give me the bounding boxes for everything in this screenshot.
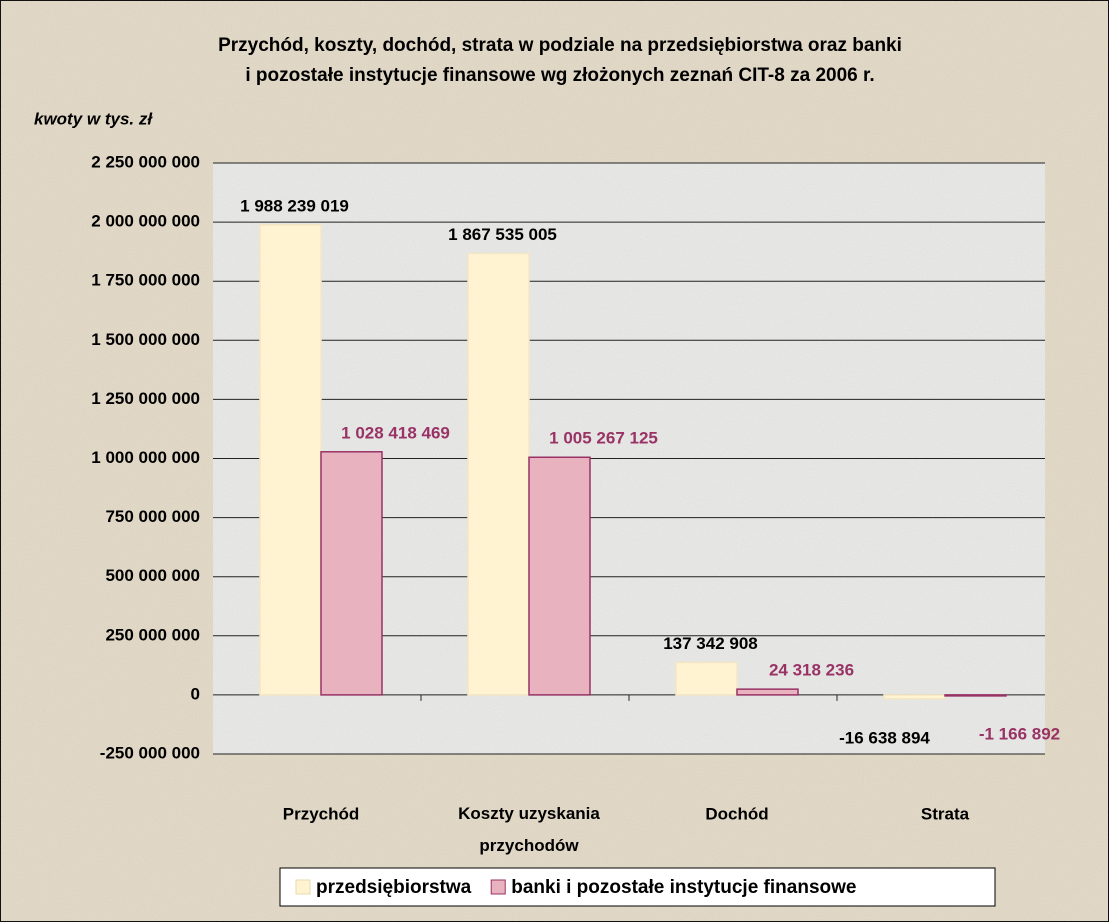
y-tick-label: 2 250 000 000 bbox=[91, 152, 200, 171]
y-tick-label: 250 000 000 bbox=[105, 625, 200, 644]
data-label: 1 005 267 125 bbox=[549, 429, 658, 448]
data-label: -1 166 892 bbox=[979, 725, 1060, 744]
data-label: 1 867 535 005 bbox=[448, 225, 557, 244]
y-tick-label: 500 000 000 bbox=[105, 566, 200, 585]
legend-swatch bbox=[295, 879, 311, 895]
legend-label: banki i pozostałe instytucje finansowe bbox=[511, 877, 856, 898]
chart-title: i pozostałe instytucje finansowe wg złoż… bbox=[245, 65, 874, 86]
legend-label: przedsiębiorstwa bbox=[316, 877, 472, 898]
y-tick-label: 1 000 000 000 bbox=[91, 448, 200, 467]
x-tick-label: Dochód bbox=[705, 804, 768, 823]
bar bbox=[675, 661, 738, 696]
x-tick-label: Przychód bbox=[283, 804, 360, 823]
legend-swatch bbox=[490, 879, 506, 895]
bar bbox=[467, 252, 530, 696]
data-label: 137 342 908 bbox=[663, 634, 758, 653]
bar bbox=[528, 456, 591, 696]
chart-title: Przychód, koszty, dochód, strata w podzi… bbox=[218, 35, 902, 56]
bar bbox=[320, 451, 383, 696]
y-tick-label: -250 000 000 bbox=[100, 743, 200, 762]
bar bbox=[259, 224, 322, 696]
bar bbox=[944, 694, 1007, 697]
data-label: -16 638 894 bbox=[839, 728, 930, 747]
x-tick-label: Koszty uzyskania przychodów bbox=[458, 804, 600, 855]
y-tick-label: 1 500 000 000 bbox=[91, 330, 200, 349]
x-tick-label: Strata bbox=[921, 804, 970, 823]
y-tick-label: 0 bbox=[191, 684, 200, 703]
y-tick-label: 1 750 000 000 bbox=[91, 271, 200, 290]
y-tick-label: 750 000 000 bbox=[105, 507, 200, 526]
bar bbox=[883, 694, 946, 700]
data-label: 1 988 239 019 bbox=[240, 196, 349, 215]
data-label: 24 318 236 bbox=[769, 661, 854, 680]
y-tick-label: 1 250 000 000 bbox=[91, 389, 200, 408]
data-label: 1 028 418 469 bbox=[341, 423, 450, 442]
bar bbox=[736, 688, 799, 696]
y-axis-label: kwoty w tys. zł bbox=[34, 109, 153, 128]
y-tick-label: 2 000 000 000 bbox=[91, 212, 200, 231]
legend bbox=[279, 867, 996, 907]
